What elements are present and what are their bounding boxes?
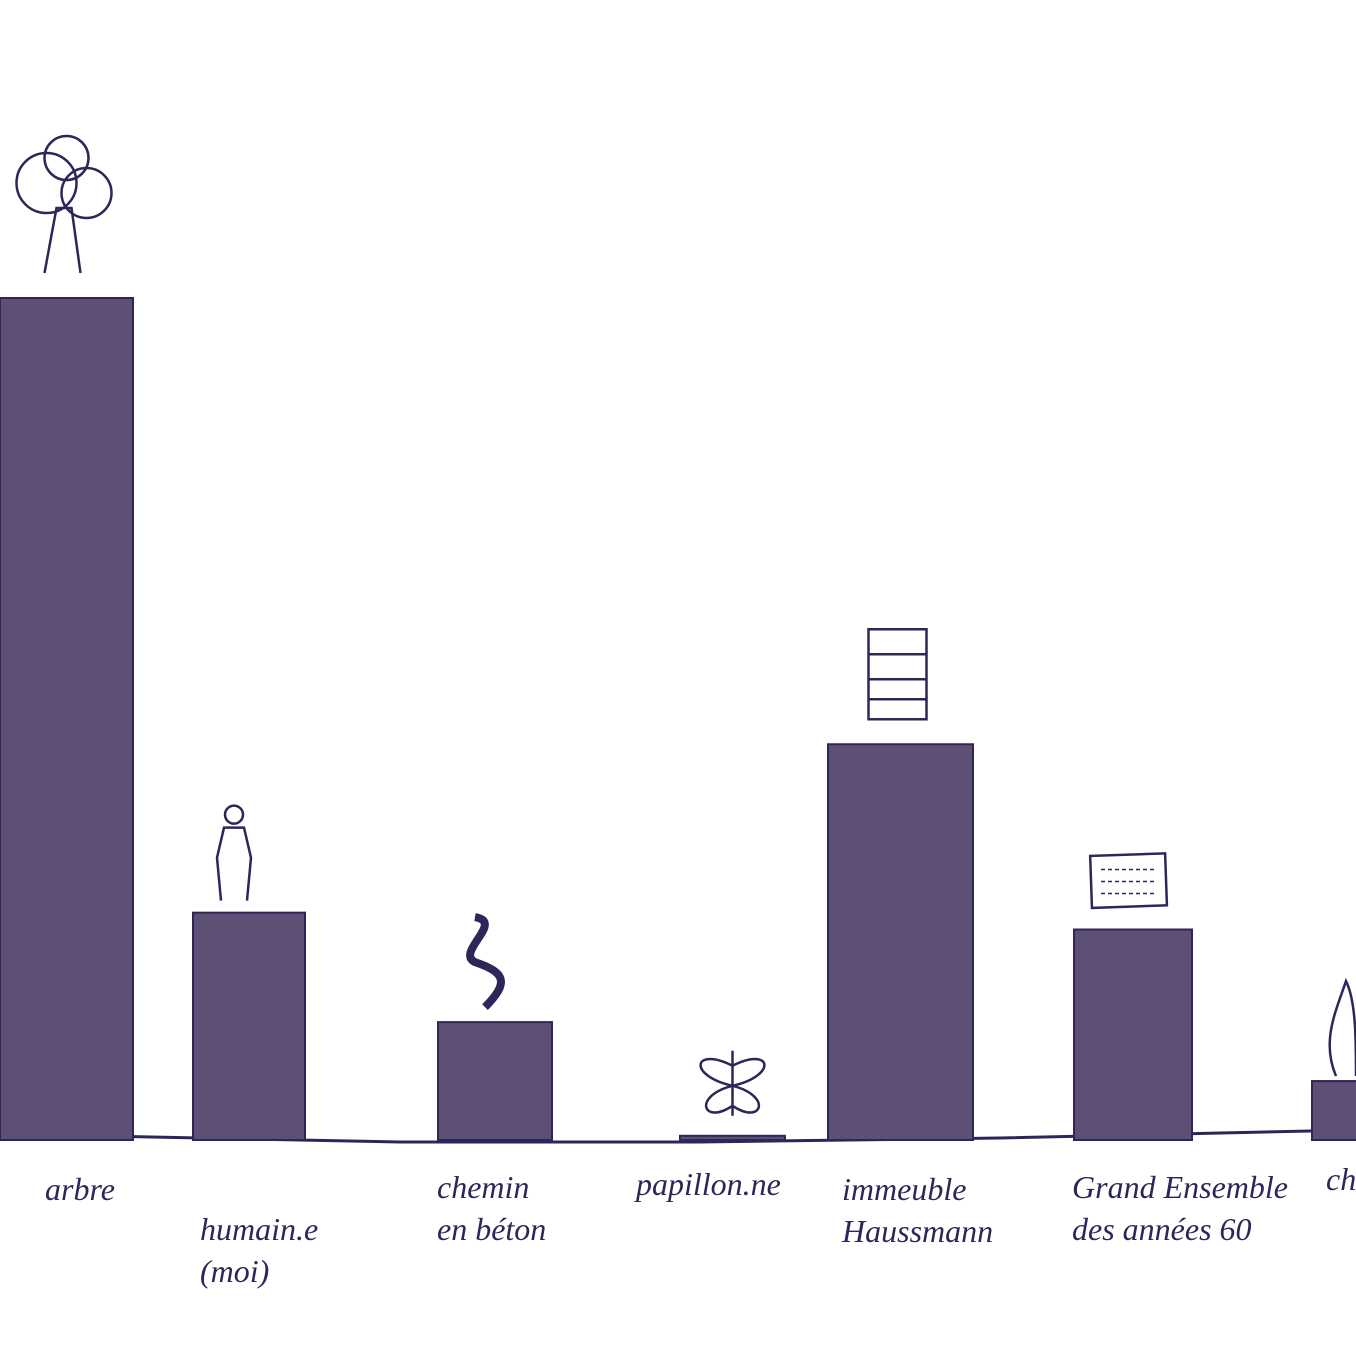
animal-icon	[1328, 977, 1356, 1077]
bar-1	[192, 911, 306, 1141]
category-label-2: en béton	[437, 1211, 546, 1247]
category-label-0: arbre	[45, 1171, 115, 1207]
bar-2	[437, 1021, 553, 1141]
bar-0	[0, 297, 134, 1141]
category-label-5: Grand Ensemble	[1072, 1169, 1288, 1205]
bar-5	[1073, 928, 1193, 1141]
category-label-4: Haussmann	[841, 1213, 993, 1249]
category-label-1: (moi)	[200, 1253, 269, 1289]
bar-3	[679, 1134, 786, 1142]
bar-4	[827, 743, 974, 1141]
category-label-6: ch	[1326, 1161, 1356, 1197]
butterfly-icon	[699, 1050, 766, 1116]
bar-6	[1311, 1080, 1356, 1142]
category-label-2: chemin	[437, 1169, 529, 1205]
category-label-5: des années 60	[1072, 1211, 1252, 1247]
category-label-1: humain.e	[200, 1211, 318, 1247]
housing-block-icon	[1088, 852, 1169, 910]
building-icon	[867, 628, 928, 721]
category-label-3: papillon.ne	[634, 1166, 781, 1202]
tree-icon	[15, 134, 113, 274]
category-label-4: immeuble	[842, 1171, 966, 1207]
person-icon	[215, 804, 253, 901]
path-icon	[466, 913, 505, 1010]
